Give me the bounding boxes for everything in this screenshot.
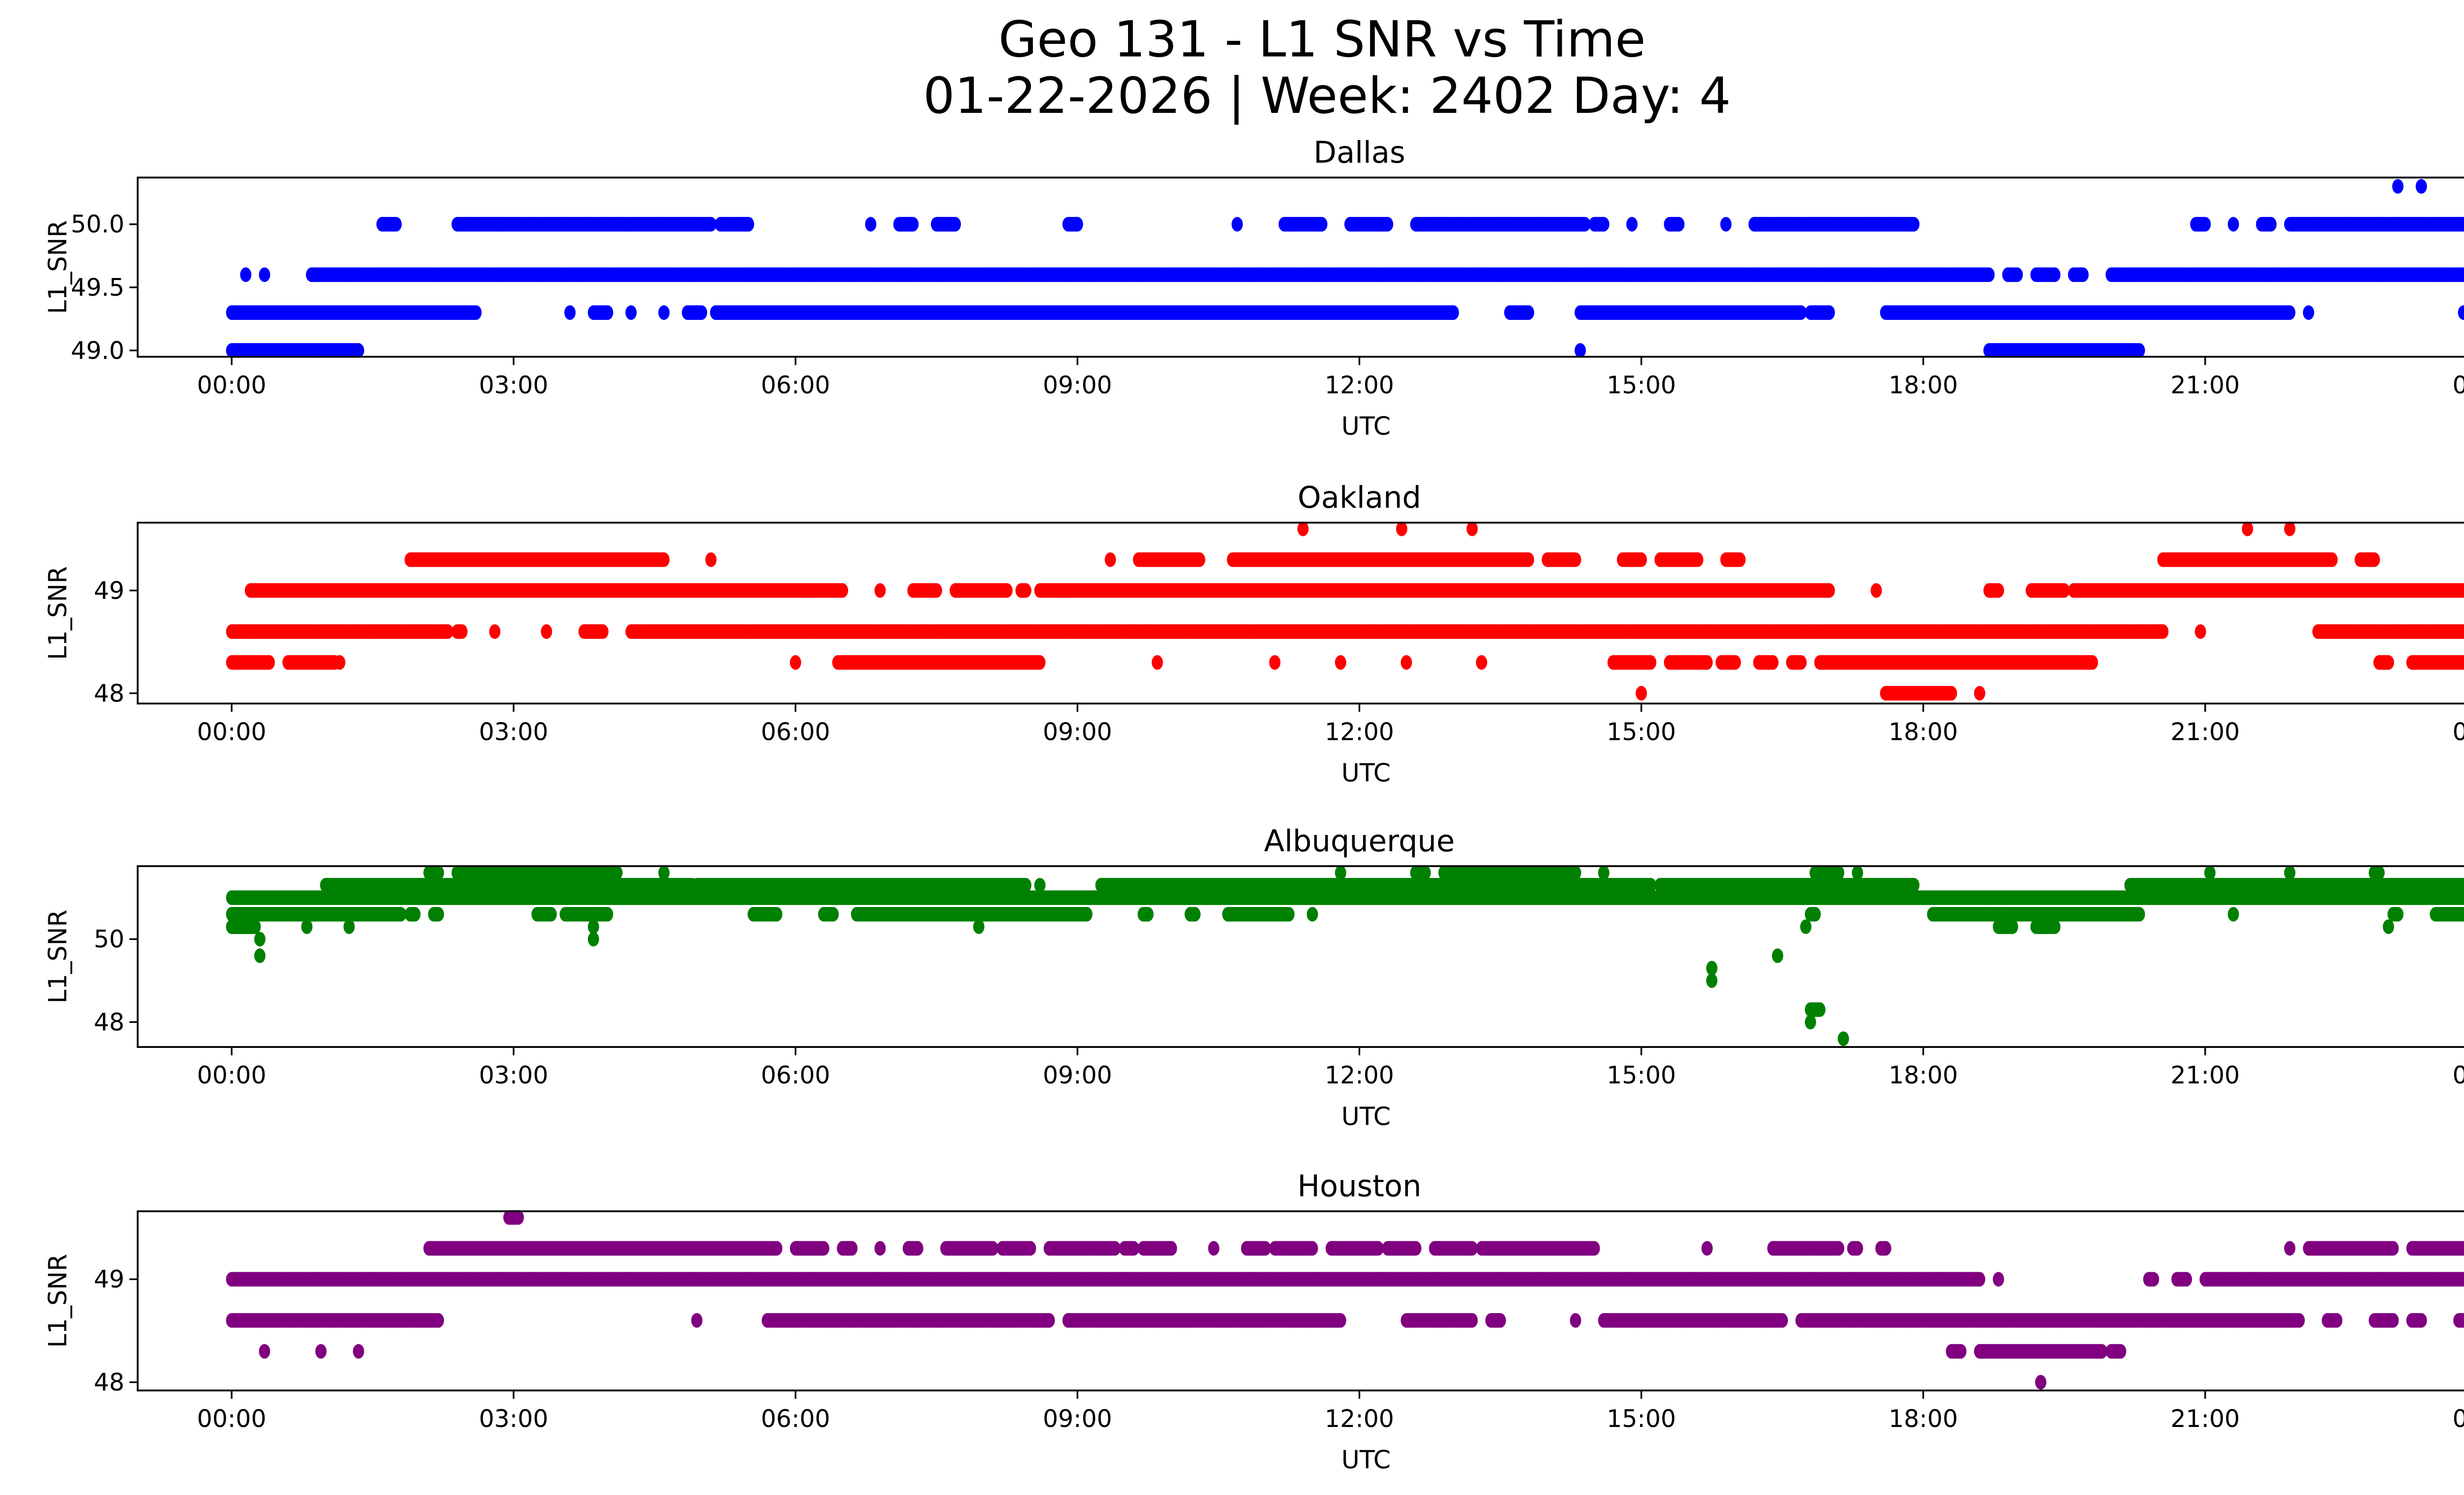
data-point	[950, 217, 961, 232]
data-point	[240, 267, 252, 282]
x-axis-label: UTC	[1341, 412, 1391, 441]
x-tick-label: 06:00	[761, 371, 830, 399]
data-point	[1382, 217, 1394, 232]
subplot-title: Oakland	[1298, 481, 1421, 515]
data-point	[2227, 217, 2239, 232]
figure-title-line1: Geo 131 - L1 SNR vs Time	[998, 10, 1646, 68]
scatter-points	[226, 179, 2464, 358]
y-tick-label: 49.5	[71, 274, 125, 302]
y-tick-label: 49.0	[71, 337, 125, 365]
data-point	[1579, 217, 1591, 232]
data-point	[1071, 217, 1083, 232]
data-point	[658, 552, 670, 567]
data-point	[658, 305, 670, 320]
data-point	[602, 305, 614, 320]
data-point	[390, 217, 402, 232]
data-point	[625, 305, 637, 320]
x-tick-label: 03:00	[479, 371, 548, 399]
data-point	[2011, 267, 2023, 282]
data-point	[1908, 217, 1920, 232]
data-point	[2265, 217, 2277, 232]
data-point	[1983, 267, 1995, 282]
data-point	[2133, 343, 2145, 358]
x-tick-label: 18:00	[1888, 371, 1958, 399]
x-tick-label: 00:00	[197, 371, 267, 399]
data-point	[259, 267, 271, 282]
data-point	[1626, 217, 1638, 232]
data-point	[1574, 343, 1586, 358]
data-point	[353, 343, 364, 358]
data-point	[1598, 217, 1609, 232]
data-point	[470, 305, 482, 320]
x-tick-label: 12:00	[1325, 371, 1394, 399]
data-point	[2049, 267, 2061, 282]
data-point	[907, 217, 919, 232]
subplots: Dallas 00:00 03:00 06:00 09:00 12:00 15:00 18:0…	[43, 136, 2464, 1474]
data-point	[1823, 305, 1835, 320]
data-point	[696, 305, 708, 320]
y-axis-label: L1_SNR	[43, 220, 72, 314]
data-point	[2199, 217, 2211, 232]
data-point	[2462, 219, 2464, 230]
data-point	[2415, 179, 2427, 194]
data-point	[2284, 522, 2295, 536]
data-point	[1104, 552, 1116, 567]
data-point	[1466, 522, 1478, 536]
x-tick-label: 21:00	[2170, 371, 2240, 399]
data-point	[2392, 179, 2404, 194]
x-tick-label: 09:00	[1043, 371, 1112, 399]
data-point	[1232, 217, 1243, 232]
data-point	[705, 552, 717, 567]
y-tick-label: 50.0	[71, 210, 125, 239]
data-point	[1396, 522, 1407, 536]
data-point	[1720, 217, 1732, 232]
data-point	[2284, 305, 2295, 320]
x-tick-label: 15:00	[1607, 371, 1676, 399]
data-point	[1194, 552, 1205, 567]
subplot-title: Dallas	[1313, 136, 1405, 170]
data-point	[865, 217, 877, 232]
subplot-dallas: Dallas 00:00 03:00 06:00 09:00 12:00 15:00 18:0…	[43, 136, 2464, 441]
data-point	[2242, 522, 2254, 536]
x-tick-label: 00:00	[2453, 371, 2464, 399]
data-point	[1447, 305, 1459, 320]
data-point	[1297, 522, 1309, 536]
data-point	[564, 305, 576, 320]
data-point	[1316, 217, 1328, 232]
data-point	[705, 217, 717, 232]
data-point	[2303, 305, 2315, 320]
figure-title-line2: 01-22-2026 | Week: 2402 Day: 4	[923, 67, 1731, 125]
data-point	[1523, 305, 1535, 320]
data-point	[2077, 267, 2089, 282]
data-point	[743, 217, 754, 232]
data-point	[1673, 217, 1685, 232]
